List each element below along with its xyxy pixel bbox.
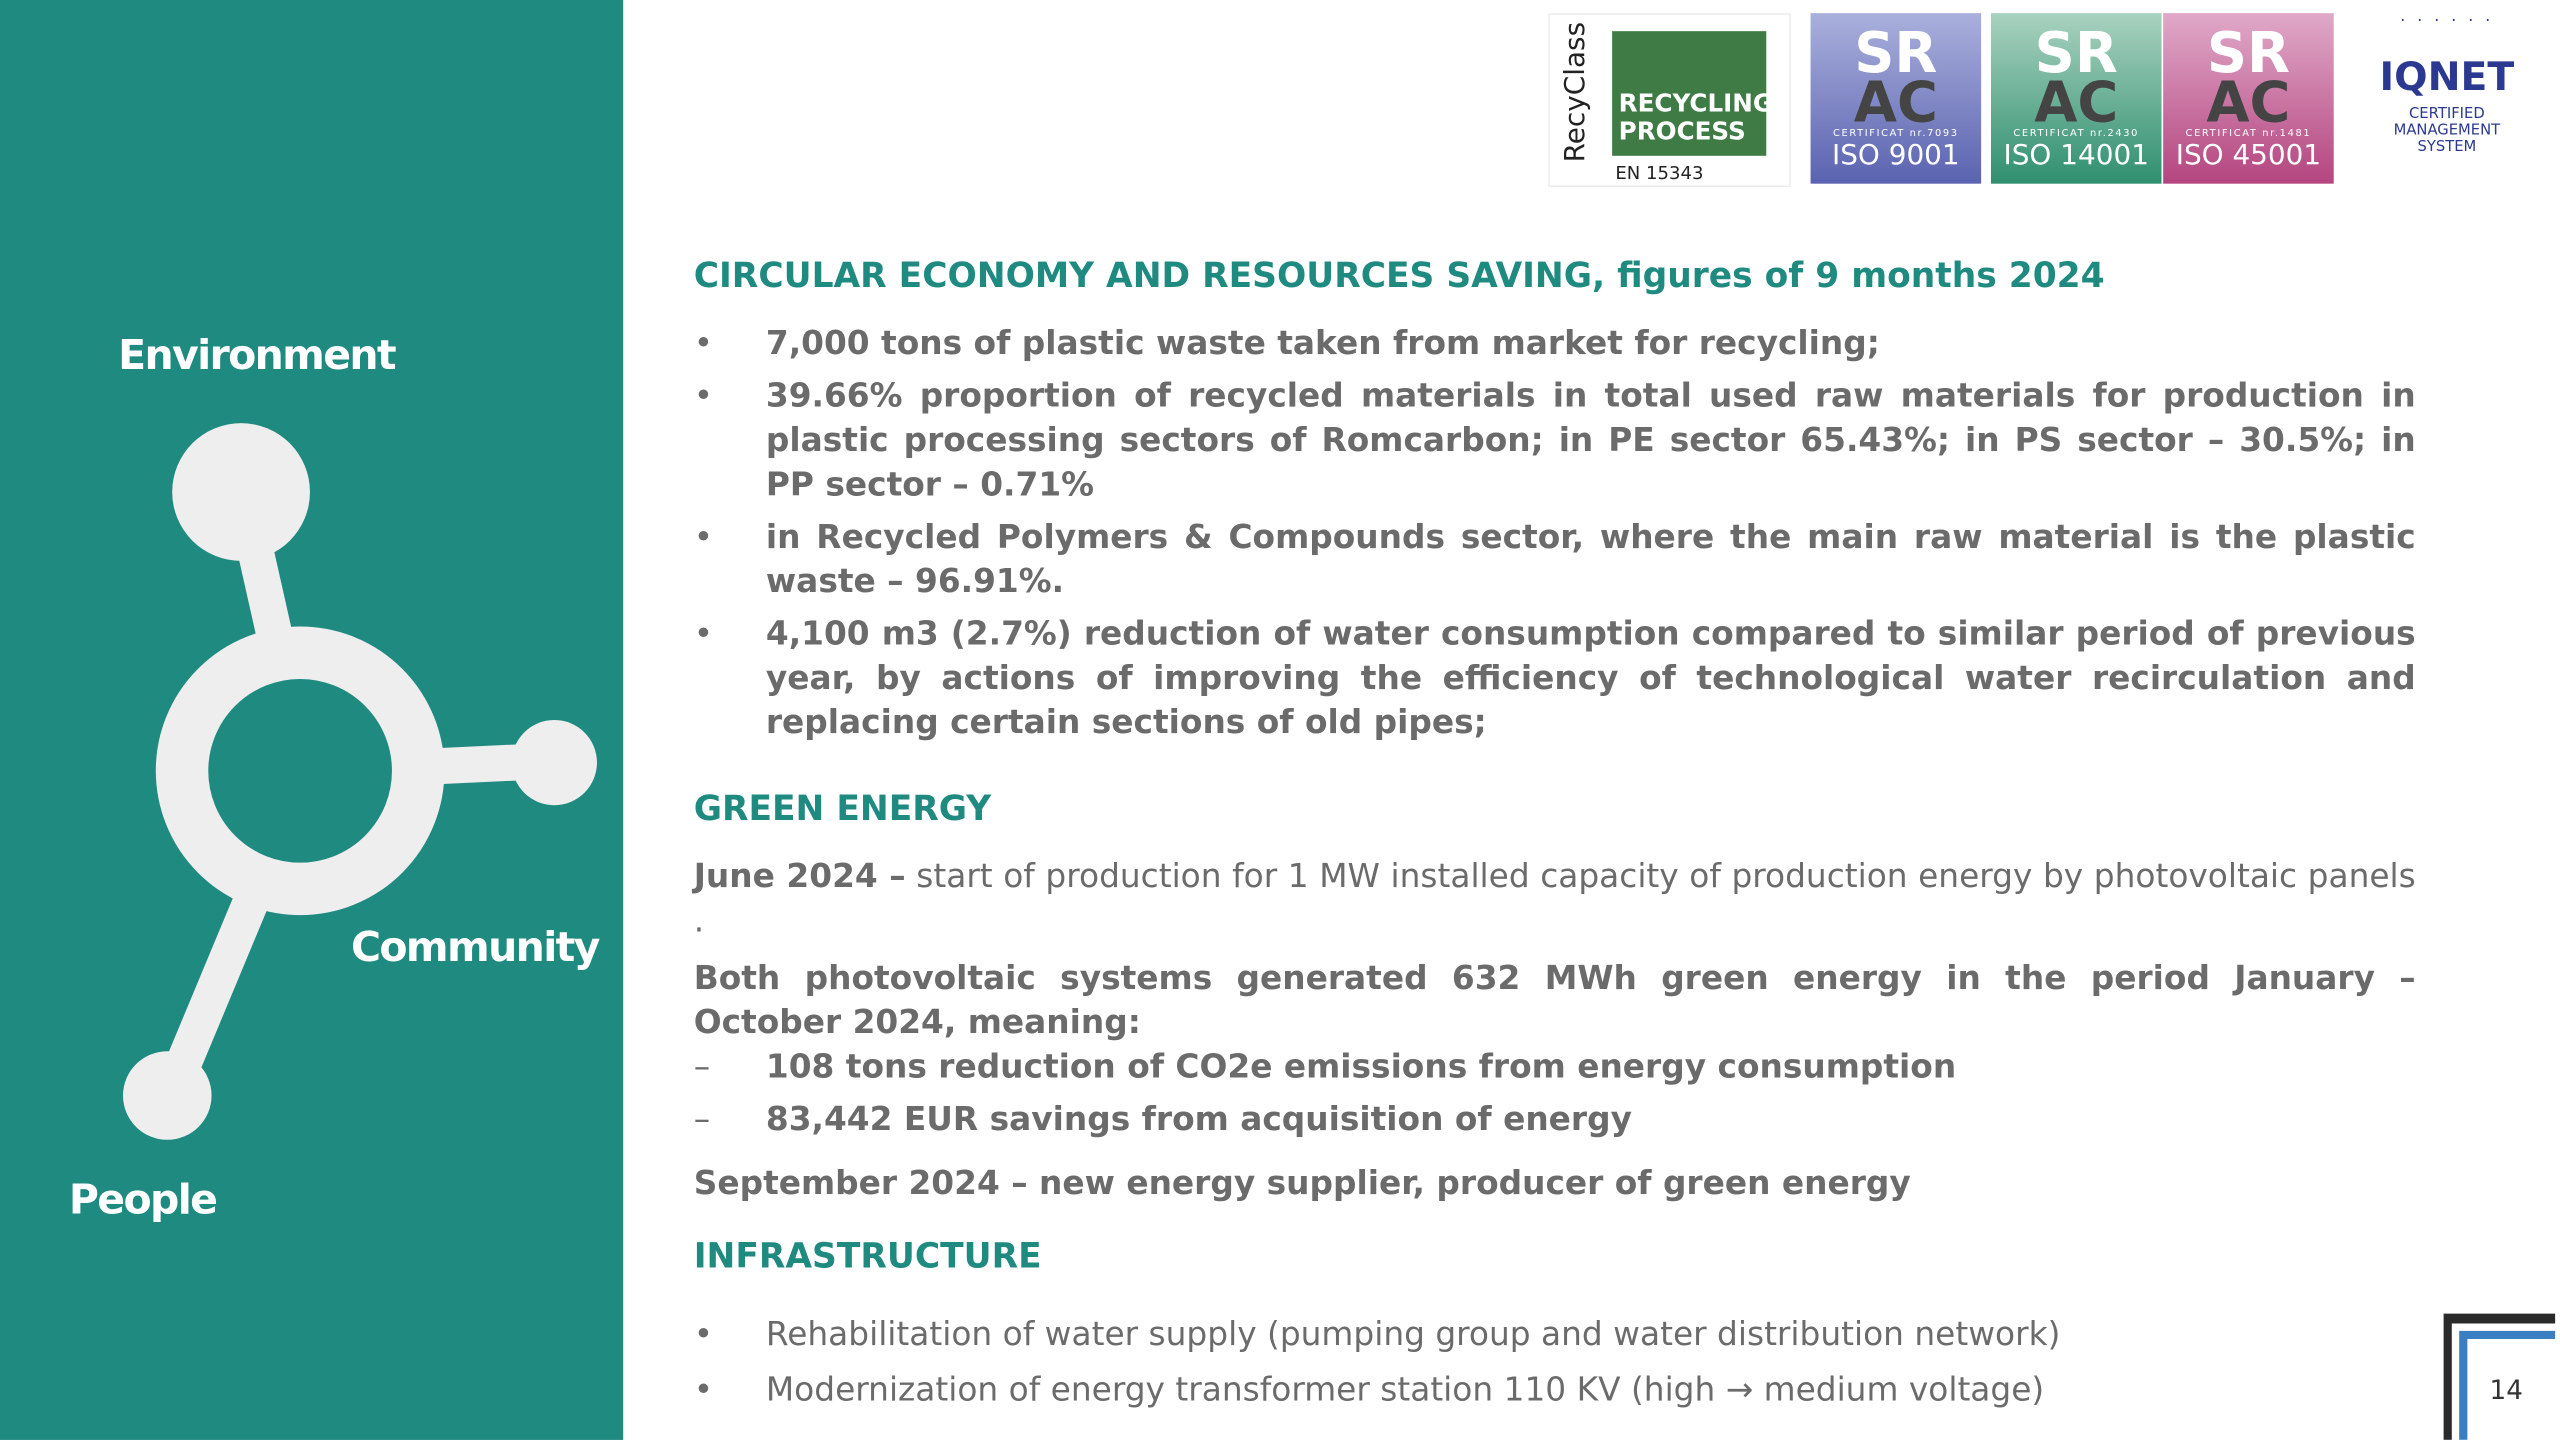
srac-standard: ISO 14001 <box>2003 139 2149 173</box>
bullet: 4,100 m3 (2.7%) reduction of water consu… <box>694 612 2416 745</box>
srac-standard: ISO 45001 <box>2175 139 2322 173</box>
sidebar: Environment Community People <box>0 0 624 1440</box>
bullet: Modernization of energy transformer stat… <box>694 1368 2416 1412</box>
bullet-list: Rehabilitation of water supply (pumping … <box>694 1312 2416 1412</box>
section-heading: GREEN ENERGY <box>693 788 992 829</box>
section-heading: INFRASTRUCTURE <box>693 1236 1042 1276</box>
section-heading: CIRCULAR ECONOMY AND RESOURCES SAVING, f… <box>693 255 2105 296</box>
iqnet-logo: · · · · · · IQNET CERTIFIED MANAGEMENT S… <box>2348 13 2545 184</box>
srac-logo: SR AC CERTIFICAT nr.2430 ISO 14001 <box>1990 13 2162 184</box>
srac-top: SR <box>2206 21 2290 87</box>
srac-bottom: AC <box>2034 70 2119 137</box>
logo-brand: RecyClass <box>1559 21 1593 163</box>
page-number: 14 <box>2489 1374 2523 1406</box>
logo-title: RECYCLING PROCESS <box>1612 31 1773 156</box>
bullet-list: 7,000 tons of plastic waste taken from m… <box>694 321 2416 744</box>
iqnet-caption: CERTIFIED MANAGEMENT SYSTEM <box>2393 106 2501 156</box>
dash-item: 108 tons reduction of CO2e emissions fro… <box>694 1045 2416 1089</box>
srac-logo: SR AC CERTIFICAT nr.7093 ISO 9001 <box>1810 13 1982 184</box>
srac-standard: ISO 9001 <box>1831 139 1960 173</box>
bullet: 39.66% proportion of recycled materials … <box>694 374 2416 507</box>
srac-bottom: AC <box>2206 70 2291 137</box>
bullet: 7,000 tons of plastic waste taken from m… <box>694 321 2416 365</box>
sidebar-label: Environment <box>118 331 396 379</box>
srac-bottom: AC <box>1853 70 1938 137</box>
dash-list: 108 tons reduction of CO2e emissions fro… <box>694 1045 2416 1142</box>
sidebar-label: People <box>68 1175 218 1224</box>
content: CIRCULAR ECONOMY AND RESOURCES SAVING, f… <box>694 254 2416 1423</box>
paragraph: Both photovoltaic systems generated 632 … <box>693 957 2416 1042</box>
srac-certificate: CERTIFICAT nr.1481 <box>2185 127 2312 140</box>
sidebar-label: Community <box>350 923 600 971</box>
paragraph: June 2024 – start of production for 1 MW… <box>694 854 2416 943</box>
page-corner <box>2443 1313 2556 1440</box>
bullet: Rehabilitation of water supply (pumping … <box>694 1312 2416 1356</box>
lead: June 2024 – <box>693 856 906 896</box>
text: start of production for 1 MW installed c… <box>693 856 2416 940</box>
srac-top: SR <box>2034 21 2118 87</box>
srac-certificate: CERTIFICAT nr.2430 <box>2013 127 2140 140</box>
srac-top: SR <box>1854 21 1938 87</box>
srac-logo: SR AC CERTIFICAT nr.1481 ISO 45001 <box>2163 13 2334 184</box>
logo-standard: EN 15343 <box>1615 162 1704 184</box>
bullet: in Recycled Polymers & Compounds sector,… <box>694 515 2416 604</box>
iqnet-name: IQNET <box>2379 54 2515 101</box>
srac-certificate: CERTIFICAT nr.7093 <box>1832 127 1959 140</box>
paragraph: September 2024 – new energy supplier, pr… <box>693 1162 1911 1203</box>
dash-item: 83,442 EUR savings from acquisition of e… <box>694 1097 2416 1141</box>
recyclass-logo: RecyClass RECYCLING PROCESS EN 15343 <box>1548 13 1791 187</box>
sidebar-graphic <box>123 423 597 1140</box>
